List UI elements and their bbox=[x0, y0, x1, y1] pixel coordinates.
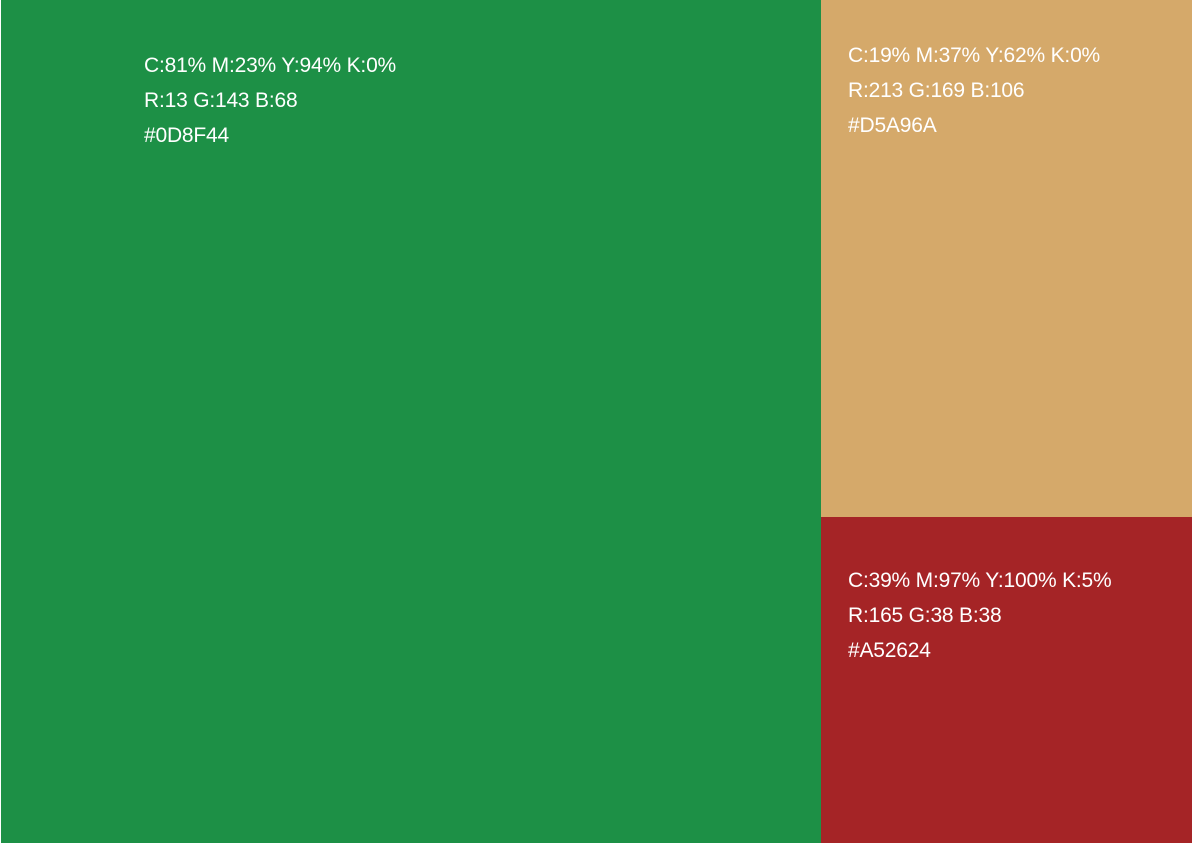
swatch-green-info: C:81% M:23% Y:94% K:0% R:13 G:143 B:68 #… bbox=[144, 48, 396, 153]
swatch-tan-hex: #D5A96A bbox=[848, 114, 937, 137]
swatch-tan-info: C:19% M:37% Y:62% K:0% R:213 G:169 B:106… bbox=[848, 38, 1100, 143]
swatch-green: C:81% M:23% Y:94% K:0% R:13 G:143 B:68 #… bbox=[1, 0, 821, 843]
swatch-tan: C:19% M:37% Y:62% K:0% R:213 G:169 B:106… bbox=[821, 0, 1192, 517]
swatch-green-hex: #0D8F44 bbox=[144, 124, 229, 147]
swatch-red: C:39% M:97% Y:100% K:5% R:165 G:38 B:38 … bbox=[821, 517, 1192, 843]
swatch-red-cmyk: C:39% M:97% Y:100% K:5% bbox=[848, 569, 1112, 592]
swatch-red-rgb: R:165 G:38 B:38 bbox=[848, 604, 1002, 627]
swatch-tan-rgb: R:213 G:169 B:106 bbox=[848, 79, 1025, 102]
swatch-tan-cmyk: C:19% M:37% Y:62% K:0% bbox=[848, 44, 1101, 67]
swatch-red-hex: #A52624 bbox=[848, 639, 931, 662]
swatch-green-rgb: R:13 G:143 B:68 bbox=[144, 89, 298, 112]
swatch-red-info: C:39% M:97% Y:100% K:5% R:165 G:38 B:38 … bbox=[848, 563, 1112, 668]
swatch-green-cmyk: C:81% M:23% Y:94% K:0% bbox=[144, 54, 397, 77]
